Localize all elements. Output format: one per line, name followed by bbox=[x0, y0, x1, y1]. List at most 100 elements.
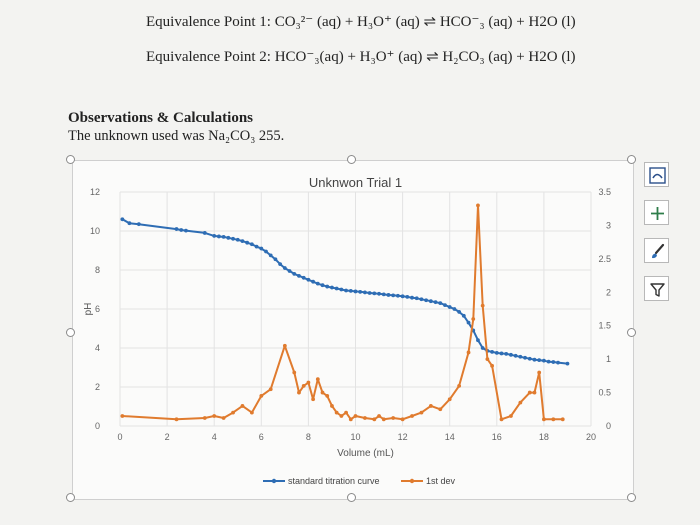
y-tick-label: 2 bbox=[95, 382, 100, 392]
data-point-titration bbox=[410, 295, 414, 300]
data-point-derivative bbox=[527, 390, 532, 395]
resize-handle-bottom-middle[interactable] bbox=[347, 493, 356, 502]
resize-handle-bottom-left[interactable] bbox=[66, 493, 75, 502]
legend-titration-curve-label: standard titration curve bbox=[288, 476, 380, 486]
y-axis-label: pH bbox=[83, 303, 94, 316]
legend-titration-curve-marker bbox=[271, 478, 277, 484]
x-tick-label: 8 bbox=[306, 432, 311, 442]
data-point-derivative bbox=[311, 397, 316, 402]
data-point-titration bbox=[466, 320, 471, 325]
y2-tick-label: 2 bbox=[606, 287, 611, 297]
x-tick-label: 18 bbox=[539, 432, 549, 442]
data-point-derivative bbox=[231, 410, 235, 415]
resize-handle-middle-left[interactable] bbox=[66, 328, 75, 337]
data-point-derivative bbox=[174, 417, 179, 422]
y-tick-label: 12 bbox=[90, 187, 100, 197]
data-point-derivative bbox=[419, 410, 424, 415]
data-point-derivative bbox=[551, 417, 556, 422]
x-tick-label: 14 bbox=[445, 432, 455, 442]
x-tick-label: 20 bbox=[586, 432, 596, 442]
data-point-titration bbox=[217, 234, 221, 239]
data-point-derivative bbox=[339, 414, 344, 418]
data-point-titration bbox=[348, 288, 353, 293]
chart-filters-button[interactable] bbox=[644, 276, 669, 301]
data-point-derivative bbox=[306, 380, 311, 385]
data-point-titration bbox=[330, 285, 334, 290]
series-line-first-derivative bbox=[122, 204, 563, 421]
data-point-derivative bbox=[259, 394, 264, 398]
data-point-titration bbox=[428, 299, 433, 304]
paintbrush-icon bbox=[652, 243, 665, 259]
resize-handle-bottom-right[interactable] bbox=[627, 493, 636, 502]
data-point-titration bbox=[268, 253, 273, 258]
data-point-titration bbox=[527, 356, 532, 361]
y-tick-label: 10 bbox=[90, 226, 100, 236]
data-point-titration bbox=[264, 249, 268, 254]
y-tick-label: 8 bbox=[95, 265, 100, 275]
chart-title: Unknwon Trial 1 bbox=[309, 175, 402, 190]
data-point-titration bbox=[127, 221, 132, 226]
legend-first-derivative-marker bbox=[409, 478, 415, 484]
chart-layout-button[interactable] bbox=[644, 162, 669, 187]
data-point-titration bbox=[377, 291, 381, 296]
resize-handle-top-right[interactable] bbox=[627, 155, 636, 164]
data-point-derivative bbox=[212, 414, 217, 418]
data-point-titration bbox=[443, 303, 447, 307]
data-point-titration bbox=[184, 228, 188, 233]
data-point-titration bbox=[518, 354, 523, 359]
resize-handle-top-middle[interactable] bbox=[347, 155, 356, 164]
data-point-titration bbox=[212, 233, 217, 238]
y2-tick-label: 0 bbox=[606, 421, 611, 431]
data-point-titration bbox=[235, 237, 240, 242]
data-point-titration bbox=[282, 266, 287, 270]
y2-tick-label: 1 bbox=[606, 354, 611, 364]
resize-handle-top-left[interactable] bbox=[66, 155, 75, 164]
resize-handle-middle-right[interactable] bbox=[627, 328, 636, 337]
data-point-titration bbox=[433, 300, 438, 305]
data-point-titration bbox=[395, 293, 400, 298]
data-point-derivative bbox=[363, 416, 367, 420]
data-point-derivative bbox=[447, 397, 452, 402]
data-point-derivative bbox=[457, 383, 462, 388]
data-point-derivative bbox=[400, 417, 405, 422]
y2-tick-label: 1.5 bbox=[598, 321, 611, 331]
chart-area[interactable]: 0 2 4 6 8 10 12 14 16 18 20 0 2 4 6 8 10 12 0 0.5 1 1.5 2 2.5 3 3… bbox=[72, 160, 634, 500]
data-point-titration bbox=[344, 288, 348, 293]
data-point-derivative bbox=[485, 357, 490, 362]
legend-first-derivative-label: 1st dev bbox=[426, 476, 456, 486]
data-point-titration bbox=[259, 246, 264, 251]
add-chart-element-button[interactable] bbox=[644, 200, 669, 225]
data-point-titration bbox=[391, 293, 396, 298]
data-point-derivative bbox=[560, 417, 565, 422]
y-tick-label: 6 bbox=[95, 304, 100, 314]
data-point-titration bbox=[424, 298, 429, 303]
data-point-titration bbox=[532, 357, 537, 362]
x-tick-label: 6 bbox=[259, 432, 264, 442]
data-point-titration bbox=[249, 242, 254, 247]
data-point-derivative bbox=[476, 203, 480, 208]
data-point-derivative bbox=[537, 370, 542, 375]
data-point-titration bbox=[325, 284, 330, 289]
chart-styles-button[interactable] bbox=[644, 238, 669, 263]
data-point-titration bbox=[513, 353, 518, 358]
observations-title: Observations & Calculations bbox=[68, 110, 254, 126]
data-point-titration bbox=[499, 351, 504, 356]
data-point-derivative bbox=[509, 414, 513, 418]
data-point-derivative bbox=[249, 410, 254, 415]
y2-tick-label: 3 bbox=[606, 220, 611, 230]
data-point-derivative bbox=[325, 394, 330, 398]
data-point-titration bbox=[476, 338, 480, 343]
x-axis-label: Volume (mL) bbox=[337, 448, 394, 459]
data-point-titration bbox=[400, 294, 405, 299]
data-point-derivative bbox=[348, 417, 353, 422]
data-point-titration bbox=[245, 240, 250, 245]
data-point-titration bbox=[202, 231, 207, 235]
data-point-titration bbox=[226, 235, 231, 240]
plus-icon bbox=[651, 207, 664, 220]
data-point-titration bbox=[254, 244, 259, 249]
data-point-titration bbox=[447, 305, 452, 309]
data-point-derivative bbox=[381, 417, 386, 422]
data-point-titration bbox=[297, 273, 301, 278]
y-tick-label: 0 bbox=[95, 421, 100, 431]
data-point-titration bbox=[320, 283, 325, 288]
